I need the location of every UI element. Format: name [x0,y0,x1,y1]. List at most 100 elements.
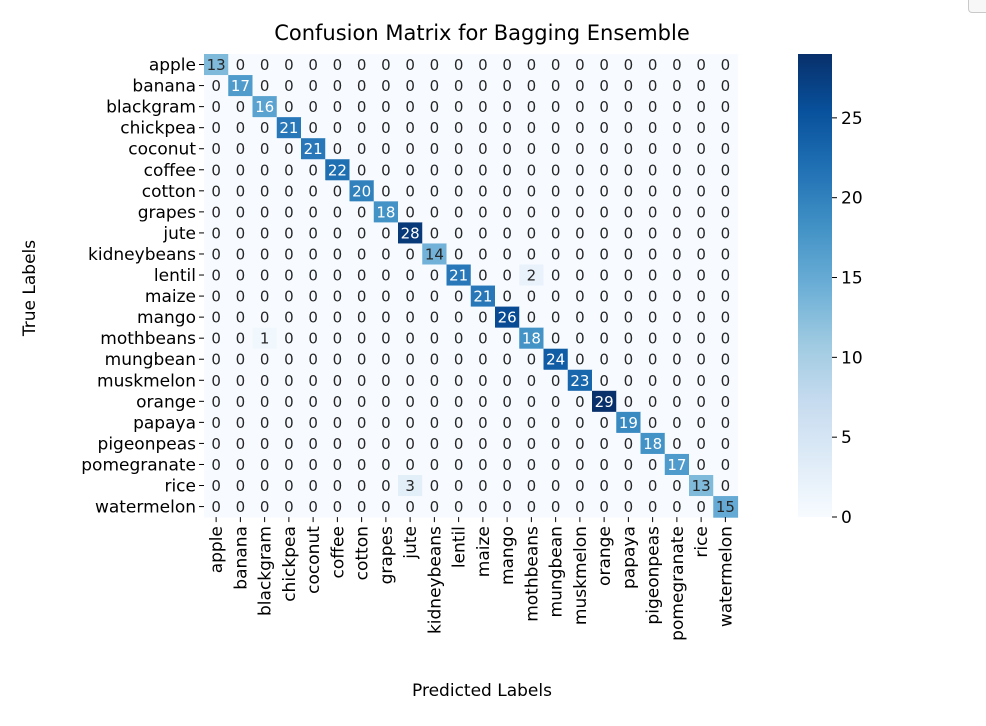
cell-value: 0 [551,288,561,306]
cell-value: 0 [672,372,682,390]
heatmap-cell [301,159,326,181]
cell-value: 0 [260,182,270,200]
heatmap-cell [276,432,302,455]
heatmap-cell [325,96,351,118]
heatmap-cell [446,54,472,76]
heatmap-cell [373,453,399,476]
heatmap-cell [470,159,496,181]
heatmap-cell [713,201,739,223]
heatmap-cell [592,475,617,497]
cell-value: 0 [333,393,343,411]
heatmap-cell [325,390,351,413]
heatmap-cell [713,75,739,97]
heatmap-cell [470,201,496,223]
window-corner-icon[interactable] [968,0,986,13]
cell-value: 0 [599,330,609,348]
cell-value: 0 [308,245,318,263]
cell-value: 0 [624,393,634,411]
heatmap-cell [567,432,593,455]
cell-value: 0 [333,330,343,348]
y-tick-label: jute [162,224,196,244]
cell-value: 0 [454,372,464,390]
heatmap-cell [276,348,302,371]
heatmap-cell [543,453,569,476]
heatmap-cell [252,348,278,371]
cell-value: 0 [478,203,488,221]
cell-value: 0 [721,56,731,74]
heatmap-cell [204,75,229,97]
x-tick-label: mango [498,526,518,585]
cell-value: 0 [624,351,634,369]
heatmap-cell [325,264,351,287]
cell-value: 21 [449,267,468,285]
cell-value: 0 [502,288,512,306]
cell-value: 0 [478,245,488,263]
cell-value: 0 [721,351,731,369]
heatmap-cell [373,96,399,118]
cell-value: 0 [454,498,464,516]
cell-value: 0 [333,414,343,432]
cell-value: 0 [333,224,343,242]
cell-value: 0 [599,372,609,390]
cell-value: 0 [357,161,367,179]
cell-value: 0 [381,224,391,242]
cell-value: 0 [672,435,682,453]
heatmap-cell [301,453,326,476]
heatmap-cell [252,432,278,455]
heatmap-cell [689,201,714,223]
heatmap-cell [664,54,690,76]
cell-value: 22 [328,161,347,179]
heatmap-cell [470,285,496,308]
cell-value: 0 [454,77,464,95]
x-tick-label: coffee [328,526,348,578]
heatmap-cell [713,432,739,455]
heatmap-cell [519,117,545,139]
heatmap-cell [689,159,714,181]
heatmap-cell [519,138,545,160]
heatmap-cell [470,180,496,202]
heatmap-cell [252,201,278,223]
cell-value: 0 [284,498,294,516]
heatmap-cell [204,369,229,392]
cell-value: 0 [696,372,706,390]
heatmap-cell [592,180,617,202]
heatmap-cell [204,285,229,308]
cell-value: 0 [551,456,561,474]
y-tick-label: coffee [144,161,196,181]
heatmap-cell [446,432,472,455]
heatmap-cell [252,327,278,350]
cell-value: 0 [599,245,609,263]
cell-value: 0 [648,182,658,200]
cell-value: 0 [308,119,318,137]
heatmap-cell [398,432,423,455]
heatmap-cell [349,453,375,476]
cell-value: 0 [454,245,464,263]
cell-value: 0 [405,119,415,137]
y-tick-label: maize [145,287,196,307]
heatmap-cell [422,222,448,245]
heatmap-cell [252,453,278,476]
cell-value: 0 [551,309,561,327]
cell-value: 0 [357,267,367,285]
heatmap-cell [325,327,351,350]
cell-value: 0 [599,119,609,137]
heatmap-cell [616,411,642,434]
cell-value: 0 [236,267,246,285]
heatmap-cell [252,243,278,266]
cell-value: 0 [527,77,537,95]
cell-value: 0 [211,245,221,263]
heatmap-cell [446,96,472,118]
heatmap-cell [349,306,375,329]
heatmap-cell [592,496,617,518]
heatmap-cell [664,96,690,118]
heatmap-cell [616,390,642,413]
cell-value: 29 [595,393,614,411]
heatmap-cell [398,390,423,413]
y-tick-label: banana [132,77,196,97]
heatmap-cell [592,243,617,266]
cell-value: 0 [624,267,634,285]
heatmap-cell [713,496,739,518]
heatmap-cell [640,96,666,118]
cell-value: 0 [696,224,706,242]
cell-value: 0 [308,98,318,116]
